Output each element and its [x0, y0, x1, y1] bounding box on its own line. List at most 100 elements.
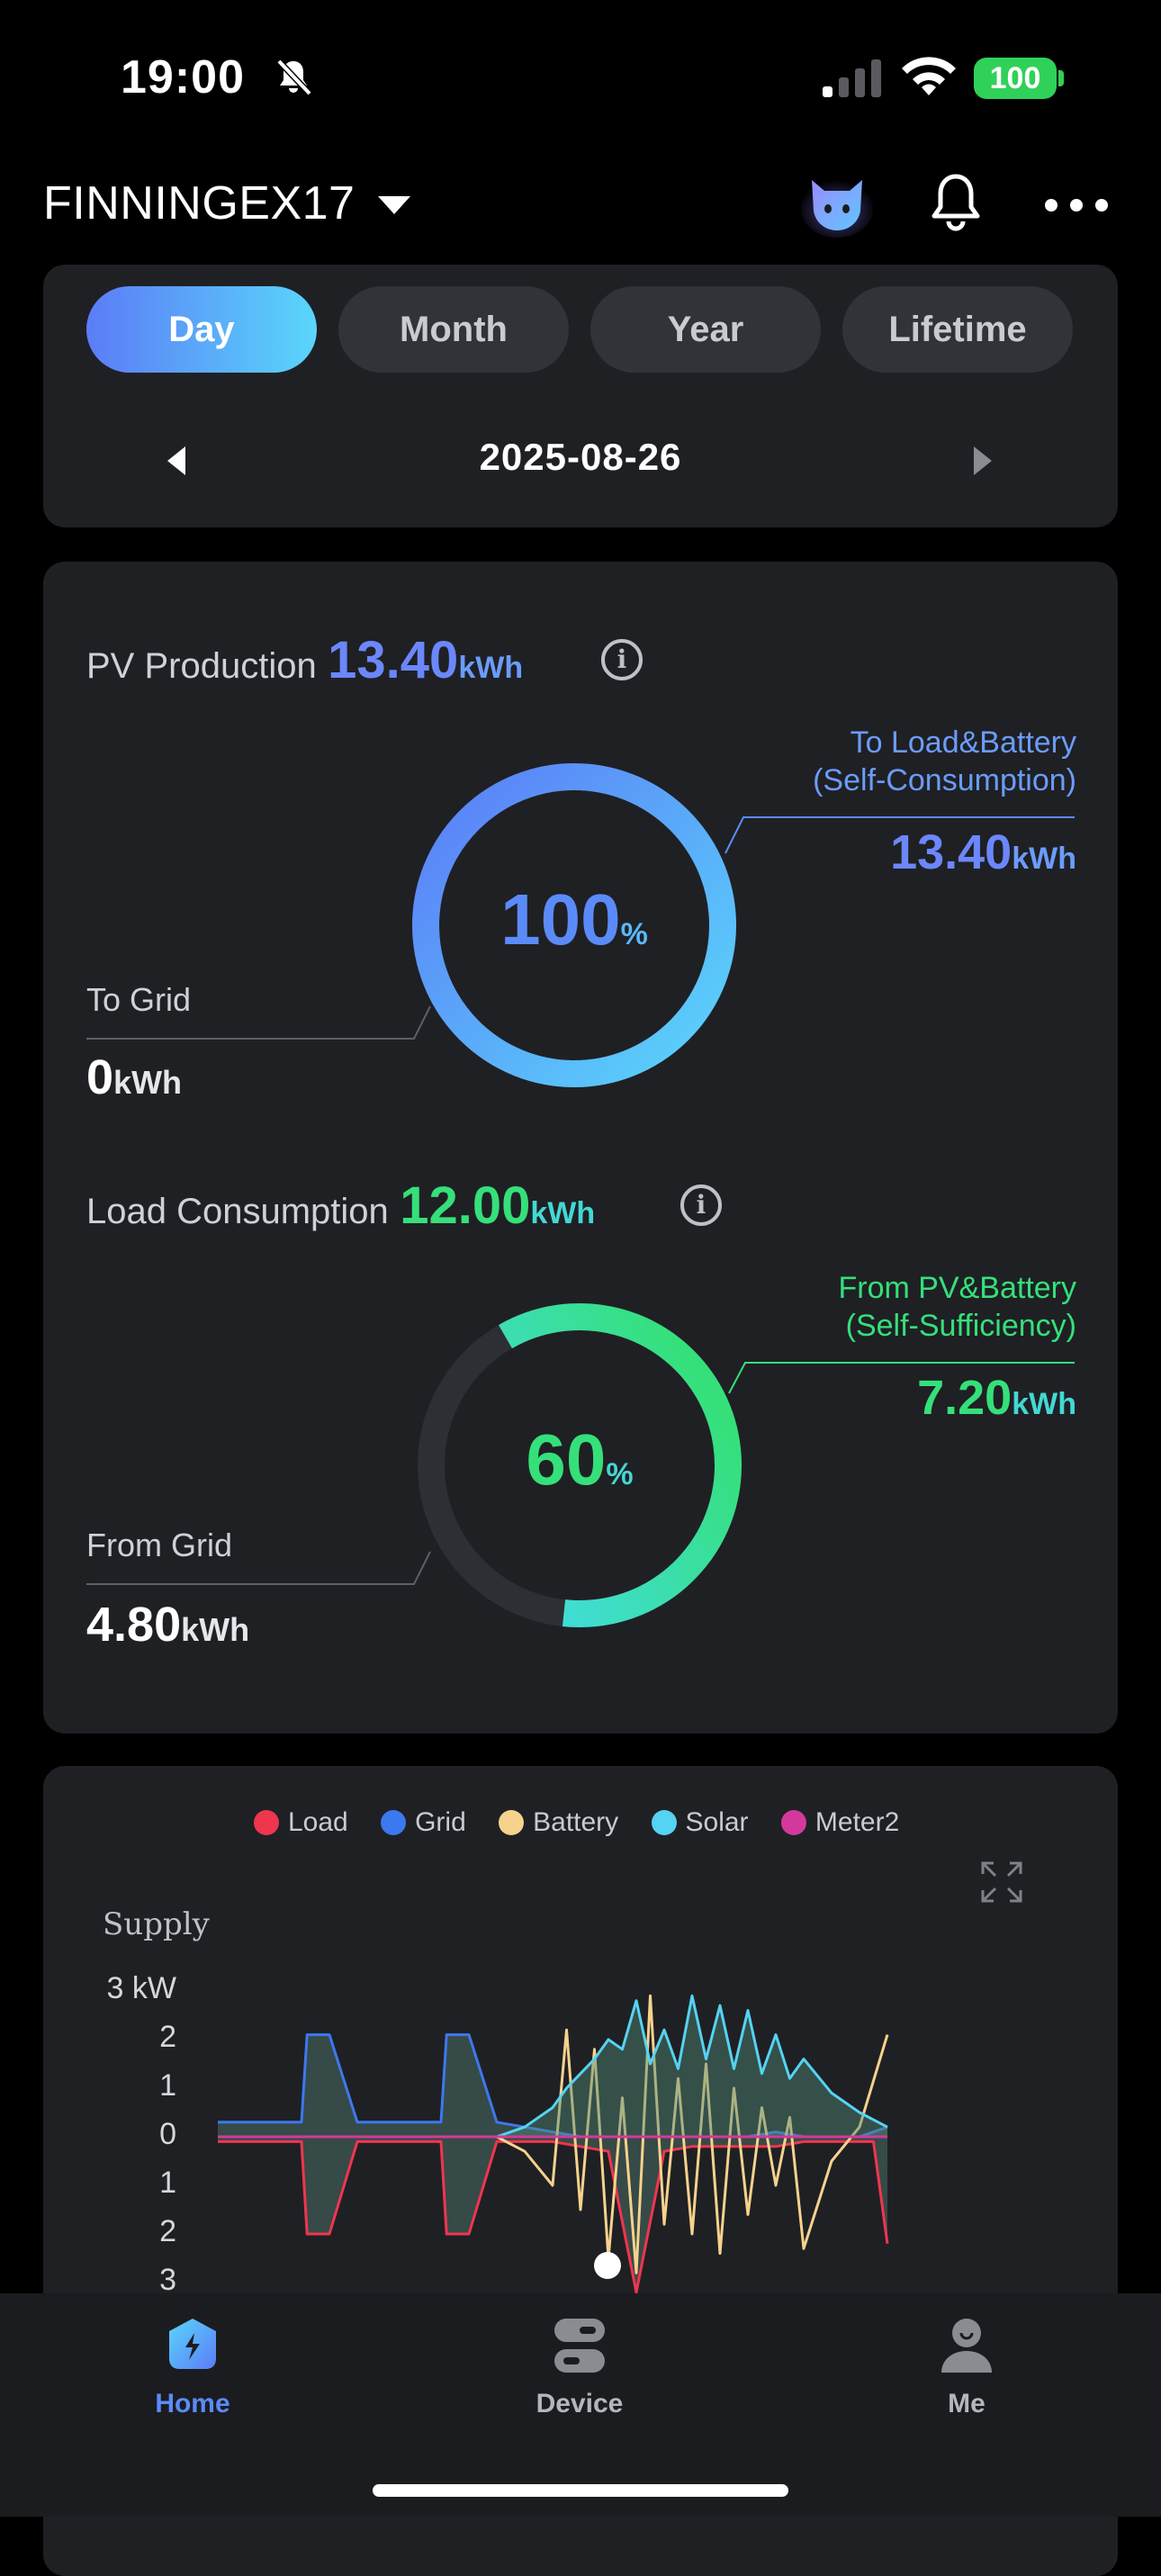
- pv-production-title: PV Production: [86, 646, 317, 686]
- cat-assistant-icon[interactable]: [799, 171, 875, 239]
- tab-day[interactable]: Day: [86, 286, 317, 373]
- pv-percent-unit: %: [620, 917, 648, 951]
- battery-icon: 100: [974, 58, 1057, 99]
- legend-item-meter2[interactable]: Meter2: [780, 1807, 900, 1837]
- nav-home[interactable]: Home: [94, 2313, 292, 2419]
- load-consumption-value: 12.00: [400, 1176, 531, 1235]
- pv-production-info-icon[interactable]: i: [601, 639, 643, 680]
- y-tick: 1: [159, 2068, 176, 2103]
- chart-y-axis-title: Supply: [103, 1906, 210, 1942]
- more-icon[interactable]: [1042, 193, 1111, 218]
- pv-right-unit: kWh: [1012, 842, 1076, 876]
- pv-right-connector: [724, 816, 1075, 854]
- load-left-value-block: 4.80kWh: [86, 1597, 249, 1653]
- pv-right-value-block: 13.40kWh: [890, 824, 1076, 880]
- load-left-value: 4.80: [86, 1598, 182, 1652]
- plant-name[interactable]: FINNINGEX17: [43, 177, 356, 230]
- load-right-value: 7.20: [917, 1371, 1012, 1425]
- y-tick: 2: [159, 2214, 176, 2248]
- load-consumption-ring: [418, 1303, 742, 1627]
- power-chart-plot[interactable]: [0, 0, 1161, 2293]
- legend-item-solar[interactable]: Solar: [651, 1807, 749, 1837]
- nav-device[interactable]: Device: [481, 2313, 679, 2419]
- legend-dot-solar: [651, 1810, 677, 1835]
- series-area-load: [218, 2137, 887, 2292]
- load-consumption-info-icon[interactable]: i: [680, 1184, 722, 1226]
- legend-label-load: Load: [288, 1807, 348, 1837]
- pv-right-label-line2: (Self-Consumption): [813, 763, 1076, 797]
- load-left-unit: kWh: [181, 1611, 250, 1648]
- legend-label-battery: Battery: [533, 1807, 619, 1837]
- legend-item-grid[interactable]: Grid: [381, 1807, 466, 1837]
- pv-percent-value: 100: [500, 879, 621, 959]
- status-time: 19:00: [121, 51, 245, 104]
- pv-right-label-line1: To Load&Battery: [850, 725, 1076, 760]
- previous-day-arrow-icon[interactable]: [167, 446, 185, 475]
- energy-summary-card: [43, 562, 1118, 1734]
- battery-nub: [1058, 70, 1064, 86]
- y-tick: 3: [159, 2263, 176, 2297]
- load-percent-block: 60%: [407, 1419, 752, 1501]
- pv-left-connector: [86, 1005, 431, 1040]
- load-left-label: From Grid: [86, 1527, 232, 1563]
- selected-date[interactable]: 2025-08-26: [479, 436, 682, 478]
- tab-month[interactable]: Month: [338, 286, 569, 373]
- pv-left-label: To Grid: [86, 981, 192, 1018]
- nav-device-label: Device: [536, 2389, 624, 2418]
- nav-home-label: Home: [155, 2389, 230, 2418]
- legend-item-battery[interactable]: Battery: [499, 1807, 618, 1837]
- load-right-unit: kWh: [1012, 1387, 1076, 1421]
- next-day-arrow-icon[interactable]: [974, 446, 992, 475]
- series-area-grid: [218, 2034, 887, 2137]
- home-bolt-icon: [169, 2319, 216, 2369]
- pv-production-ring: [412, 763, 736, 1087]
- chart-scroll-indicator[interactable]: [594, 2252, 621, 2279]
- bell-slash-icon: [276, 59, 312, 96]
- pv-production-value: 13.40: [328, 631, 459, 689]
- nav-me[interactable]: Me: [868, 2313, 1066, 2419]
- legend-dot-battery: [499, 1810, 525, 1835]
- load-consumption-heading: Load Consumption 12.00kWh: [86, 1175, 595, 1236]
- load-percent-unit: %: [606, 1457, 634, 1491]
- person-icon: [941, 2319, 992, 2373]
- pv-left-unit: kWh: [113, 1064, 183, 1101]
- load-right-label-line2: (Self-Sufficiency): [845, 1309, 1076, 1343]
- pv-right-label: To Load&Battery (Self-Consumption): [813, 724, 1076, 799]
- pv-right-value: 13.40: [890, 825, 1012, 879]
- legend-label-grid: Grid: [415, 1807, 466, 1837]
- tab-lifetime[interactable]: Lifetime: [842, 286, 1073, 373]
- y-tick: 1: [159, 2166, 176, 2200]
- chart-legend: Load Grid Battery Solar Meter2: [254, 1807, 899, 1838]
- y-tick: 2: [159, 2020, 176, 2054]
- load-left-connector: [86, 1551, 431, 1585]
- tab-year[interactable]: Year: [590, 286, 821, 373]
- wifi-icon: [902, 57, 956, 95]
- legend-label-solar: Solar: [685, 1807, 749, 1837]
- load-consumption-title: Load Consumption: [86, 1192, 389, 1231]
- series-area-solar: [218, 1995, 887, 2137]
- legend-dot-load: [254, 1810, 279, 1835]
- cellular-signal-icon: [823, 59, 881, 97]
- legend-item-load[interactable]: Load: [254, 1807, 348, 1837]
- nav-me-label: Me: [948, 2389, 986, 2418]
- legend-dot-meter2: [780, 1810, 806, 1835]
- legend-dot-grid: [381, 1810, 407, 1835]
- load-right-connector: [728, 1362, 1075, 1394]
- load-right-label-line1: From PV&Battery: [838, 1271, 1076, 1305]
- y-tick: 3 kW: [106, 1971, 176, 2005]
- pv-ring-progress: [412, 763, 736, 1087]
- pv-left-value-block: 0kWh: [86, 1049, 182, 1105]
- bell-icon[interactable]: [927, 171, 985, 236]
- series-line-grid: [218, 2033, 888, 2139]
- y-tick: 0: [159, 2117, 176, 2151]
- pv-percent-block: 100%: [401, 878, 747, 961]
- expand-icon[interactable]: [979, 1860, 1024, 1905]
- legend-label-meter2: Meter2: [814, 1807, 900, 1837]
- load-percent-value: 60: [526, 1419, 607, 1500]
- series-line-load: [218, 2139, 889, 2293]
- pv-production-heading: PV Production 13.40kWh: [86, 630, 523, 690]
- pv-left-value: 0: [86, 1050, 114, 1104]
- home-indicator: [373, 2484, 788, 2497]
- load-consumption-unit: kWh: [530, 1196, 596, 1230]
- chevron-down-icon[interactable]: [378, 196, 410, 214]
